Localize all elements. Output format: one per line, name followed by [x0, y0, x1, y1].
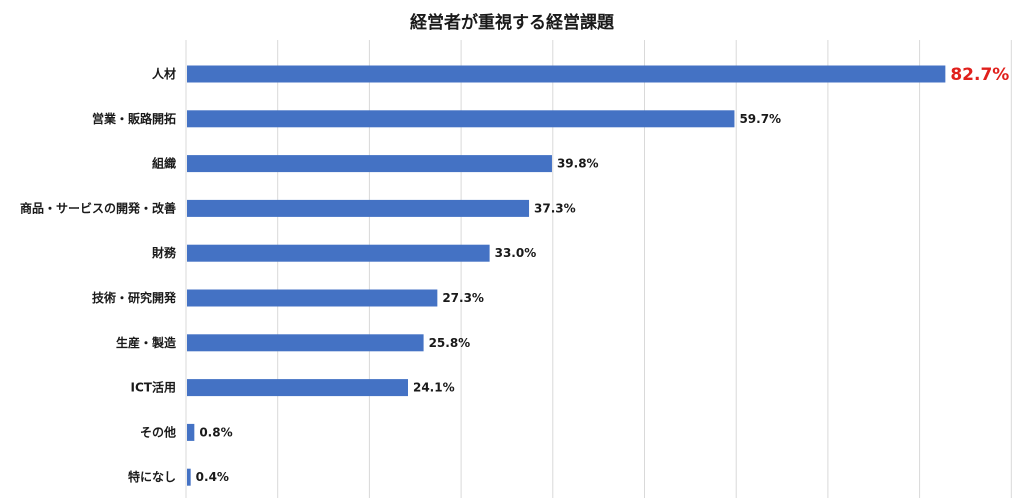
data-label: 37.3%	[534, 201, 576, 215]
labels: 人材 82.7% 営業・販路開拓 59.7% 組織 39.8% 商品・サービスの開発・改善 3…	[20, 65, 1009, 484]
bar	[187, 379, 408, 397]
data-label: 24.1%	[413, 381, 455, 395]
data-label: 39.8%	[557, 157, 599, 171]
data-label: 25.8%	[429, 336, 471, 350]
category-label: 特になし	[128, 469, 176, 484]
bar	[187, 155, 552, 173]
data-label: 0.4%	[196, 470, 229, 484]
bar	[187, 468, 191, 486]
category-label: 商品・サービスの開発・改善	[20, 200, 176, 215]
category-label: その他	[140, 424, 176, 439]
category-label: 人材	[152, 66, 176, 81]
category-label: 組織	[152, 156, 176, 171]
category-label: 生産・製造	[116, 335, 177, 350]
category-label: 営業・販路開拓	[92, 111, 176, 126]
data-label: 33.0%	[495, 246, 537, 260]
data-label: 27.3%	[442, 291, 484, 305]
bar	[187, 289, 438, 307]
bar	[187, 244, 490, 262]
data-label: 0.8%	[199, 425, 232, 439]
bar	[187, 110, 735, 128]
bar	[187, 423, 195, 441]
data-label: 59.7%	[739, 112, 781, 126]
category-label: 財務	[151, 245, 177, 260]
data-label: 82.7%	[950, 65, 1009, 85]
chart-title: 経営者が重視する経営課題	[410, 13, 614, 33]
category-label: 技術・研究開発	[92, 290, 177, 305]
bar	[187, 334, 424, 352]
bar	[187, 199, 530, 217]
bar	[187, 65, 946, 83]
grid-lines	[185, 40, 1012, 498]
category-label: ICT活用	[131, 380, 176, 395]
bars	[187, 65, 946, 486]
